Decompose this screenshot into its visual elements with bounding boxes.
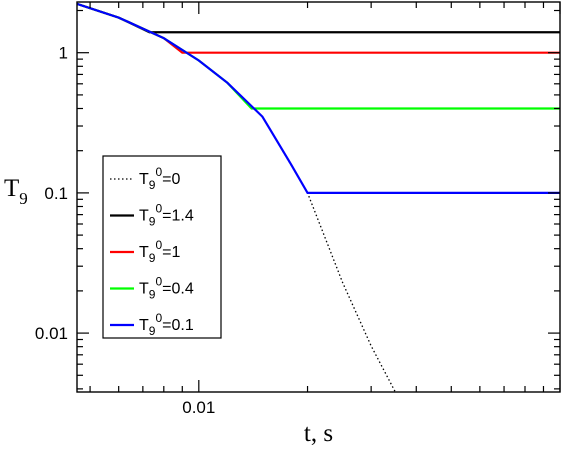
y-tick-label: 1 [59, 44, 68, 63]
legend-label: T90=1.4 [139, 202, 194, 229]
series-line-2 [77, 2, 560, 54]
x-tick-label: 0.01 [182, 398, 215, 417]
axes-layer: 0.01 0.01 0.1 1 [35, 2, 561, 417]
x-axis-label: t, s [304, 420, 333, 445]
plot-frame [76, 1, 561, 393]
legend: T90=0 T90=1.4 T90=1 T90=0.4 T90=0.1 [102, 155, 222, 339]
series-layer [77, 2, 560, 392]
series-line-1 [77, 2, 560, 34]
y-axis-label: T9 [4, 175, 28, 208]
legend-label: T90=0 [139, 165, 181, 192]
y-tick-label: 0.1 [44, 184, 68, 203]
legend-label: T90=1 [139, 238, 181, 265]
y-tick-label: 0.01 [35, 324, 68, 343]
legend-label: T90=0.4 [139, 275, 194, 302]
series-line-4 [77, 2, 560, 194]
legend-label: T90=0.1 [139, 311, 194, 338]
series-line-3 [77, 2, 560, 110]
legend-box [102, 155, 222, 339]
